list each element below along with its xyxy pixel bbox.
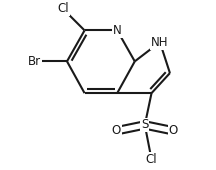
Text: O: O (112, 124, 121, 137)
Text: O: O (169, 124, 178, 137)
Text: S: S (141, 118, 149, 131)
Text: Cl: Cl (146, 153, 157, 166)
Text: Cl: Cl (57, 2, 69, 15)
Text: N: N (113, 24, 122, 37)
Text: NH: NH (151, 36, 169, 49)
Text: Br: Br (28, 55, 41, 68)
